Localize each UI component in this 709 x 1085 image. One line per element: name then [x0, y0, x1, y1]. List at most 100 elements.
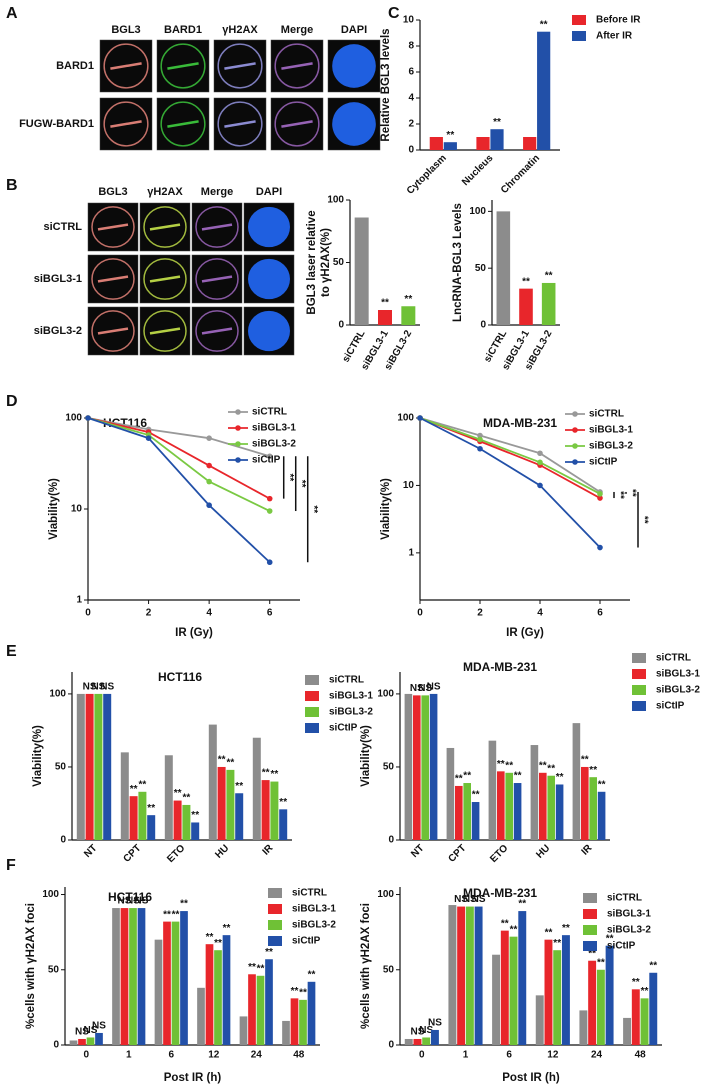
channel-label: γH2AX — [147, 186, 183, 198]
x-axis-label: Post IR (h) — [502, 1072, 560, 1084]
channel-label: DAPI — [256, 186, 282, 198]
row-label: siBGL3-1 — [34, 273, 82, 285]
nucleus — [91, 310, 135, 352]
legend-swatch — [583, 925, 597, 935]
significance-label: ** — [472, 790, 480, 801]
nucleus — [248, 258, 290, 300]
bar — [605, 945, 614, 1045]
significance-label: ** — [284, 474, 295, 482]
chart-title: MDA-MB-231 — [463, 660, 537, 674]
significance-label: NS — [472, 894, 486, 905]
x-axis-label: IR (Gy) — [506, 627, 544, 639]
bar — [129, 796, 138, 840]
bar — [217, 766, 226, 840]
line — [87, 417, 271, 563]
point — [206, 462, 212, 469]
y-tick-label: 0 — [388, 1040, 394, 1051]
bar — [226, 769, 235, 840]
significance-label: ** — [446, 130, 454, 141]
x-tick-label: Cytoplasm — [405, 153, 449, 197]
line — [87, 417, 271, 500]
point — [537, 450, 543, 457]
channel-label: BGL3 — [111, 24, 140, 36]
x-tick-label: ETO — [488, 843, 510, 865]
bar — [265, 959, 273, 1045]
bar — [519, 288, 533, 325]
laser-stripe — [149, 275, 181, 283]
bar — [513, 783, 522, 840]
significance-label: ** — [540, 19, 548, 30]
channel-label: DAPI — [341, 24, 367, 36]
bar — [85, 693, 94, 840]
significance-label: ** — [381, 298, 389, 309]
legend-swatch — [268, 904, 282, 914]
bar — [86, 1037, 95, 1045]
point — [537, 459, 543, 466]
nucleus — [195, 310, 239, 352]
legend-marker — [235, 425, 241, 431]
significance-label: ** — [589, 765, 597, 776]
bar — [120, 752, 129, 840]
significance-label: ** — [206, 932, 214, 943]
laser-stripe — [201, 327, 233, 335]
bar — [596, 969, 605, 1045]
x-tick-label: 6 — [597, 608, 603, 619]
bar — [446, 747, 455, 840]
bar — [535, 995, 544, 1045]
legend-label: siCTRL — [656, 653, 691, 664]
bar — [378, 310, 392, 325]
bar — [191, 822, 200, 840]
x-tick-label: 24 — [591, 1050, 603, 1061]
laser-stripe — [149, 223, 181, 231]
significance-label: ** — [547, 763, 555, 774]
x-tick-label: IR — [261, 842, 276, 857]
significance-label: ** — [296, 480, 307, 488]
significance-label: ** — [299, 987, 307, 998]
nucleus — [274, 101, 320, 147]
channel-label: BGL3 — [98, 186, 127, 198]
y-axis-label: Viability(%) — [32, 725, 44, 787]
significance-label: ** — [248, 962, 256, 973]
x-tick-label: 6 — [168, 1050, 174, 1061]
y-axis-label: Viability(%) — [48, 478, 60, 540]
point — [477, 432, 483, 439]
legend-label: siBGL3-1 — [607, 909, 651, 920]
legend-marker — [235, 441, 241, 447]
laser-stripe — [149, 327, 181, 335]
channel-label: Merge — [281, 24, 313, 36]
legend-label: siCTRL — [607, 893, 642, 904]
significance-label: NS — [427, 682, 441, 693]
bar — [490, 129, 504, 150]
significance-label: ** — [545, 927, 553, 938]
point — [206, 478, 212, 485]
significance-label: ** — [227, 758, 235, 769]
row-label: siBGL3-2 — [34, 325, 82, 337]
significance-label: NS — [410, 683, 424, 694]
bar — [256, 975, 265, 1045]
legend-label: siCTRL — [329, 675, 364, 686]
y-tick-label: 100 — [377, 889, 394, 900]
bar — [95, 1032, 103, 1045]
bar — [252, 737, 261, 840]
bar — [430, 1029, 439, 1045]
panel-label: D — [6, 393, 18, 410]
significance-label: ** — [174, 788, 182, 799]
bar — [270, 781, 279, 840]
channel-label: γH2AX — [222, 24, 258, 36]
nucleus — [332, 102, 376, 146]
laser-stripe — [97, 327, 129, 335]
x-tick-label: HU — [213, 843, 231, 861]
significance-label: ** — [545, 271, 553, 282]
significance-label: NS — [91, 682, 105, 693]
significance-label: NS — [418, 683, 432, 694]
row-label: FUGW-BARD1 — [19, 118, 94, 130]
significance-label: NS — [419, 1025, 433, 1036]
legend-label: siCtIP — [656, 701, 685, 712]
significance-label: ** — [556, 772, 564, 783]
significance-label: ** — [501, 918, 509, 929]
significance-label: ** — [626, 489, 637, 497]
nucleus — [217, 43, 263, 89]
bar — [539, 772, 547, 840]
bar — [496, 211, 511, 325]
